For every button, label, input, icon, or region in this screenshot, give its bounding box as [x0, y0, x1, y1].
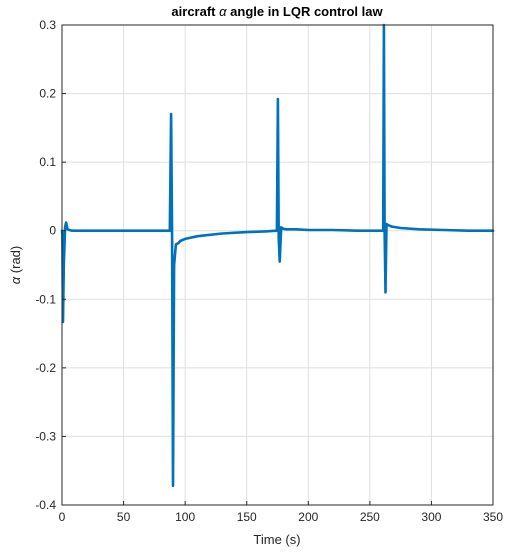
chart-title: aircraft α angle in LQR control law — [171, 4, 383, 19]
x-tick-label: 350 — [483, 510, 503, 524]
y-tick-label: -0.3 — [35, 429, 56, 443]
x-tick-label: 50 — [117, 510, 131, 524]
x-tick-label: 0 — [59, 510, 66, 524]
y-axis-alpha: α — [8, 276, 23, 284]
y-tick-label: 0.2 — [39, 87, 56, 101]
x-tick-label: 300 — [421, 510, 441, 524]
y-tick-label: -0.1 — [35, 292, 56, 306]
y-tick-label: 0.1 — [39, 155, 56, 169]
x-tick-label: 150 — [237, 510, 257, 524]
x-tick-label: 200 — [298, 510, 318, 524]
ticks: 0 50 100 150 200 250 300 350 -0.4 -0.3 -0.2 -0.1 0 0.… — [35, 18, 503, 524]
series-layer — [60, 23, 495, 488]
y-tick-label: 0.3 — [39, 18, 56, 32]
title-part: aircraft — [171, 4, 219, 19]
x-axis-label: Time (s) — [253, 532, 300, 547]
title-alpha: α — [219, 4, 227, 19]
y-tick-label: -0.2 — [35, 361, 56, 375]
y-tick-label: -0.4 — [35, 498, 56, 512]
series-line — [60, 23, 495, 488]
y-axis-unit: (rad) — [8, 246, 23, 277]
x-tick-label: 250 — [360, 510, 380, 524]
y-axis-label: α (rad) — [8, 246, 23, 284]
plot-area — [62, 25, 493, 505]
title-part: angle in LQR control law — [227, 4, 384, 19]
x-tick-label: 100 — [175, 510, 195, 524]
y-tick-label: 0 — [49, 224, 56, 238]
plot-frame — [61, 24, 494, 506]
grid — [62, 25, 493, 505]
